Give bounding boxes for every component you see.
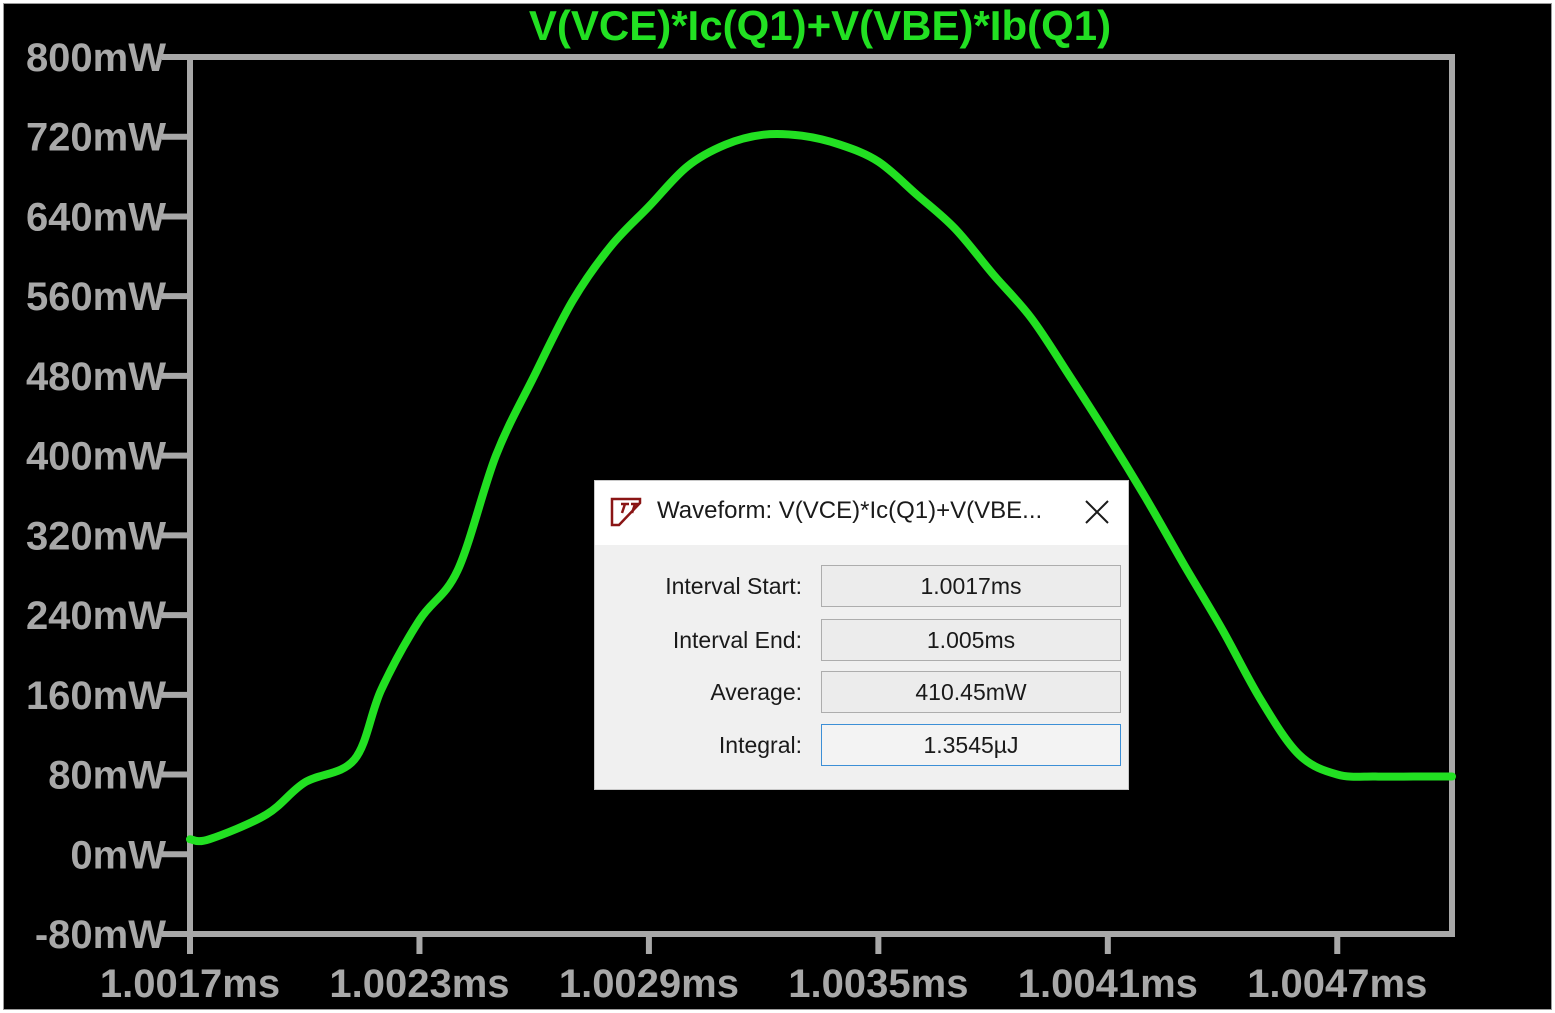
trace-title[interactable]: V(VCE)*Ic(Q1)+V(VBE)*Ib(Q1) (529, 2, 1111, 49)
x-tick-label: 1.0023ms (329, 962, 509, 1006)
x-tick-label: 1.0017ms (100, 962, 280, 1006)
trace-line[interactable] (186, 129, 1456, 846)
y-tick-label: 480mW (26, 355, 166, 399)
average-row: Average: 410.45mW (595, 671, 1128, 713)
y-tick-label: 0mW (70, 833, 166, 877)
plot-area-border (187, 54, 1455, 937)
y-tick-label: 80mW (48, 754, 166, 798)
integral-row: Integral: 1.3545µJ (595, 724, 1128, 766)
y-tick-label: 640mW (26, 195, 166, 239)
average-field[interactable]: 410.45mW (821, 671, 1121, 713)
interval-start-field[interactable]: 1.0017ms (821, 565, 1121, 607)
y-tick-label: 720mW (26, 116, 166, 160)
dialog-titlebar[interactable]: Waveform: V(VCE)*Ic(Q1)+V(VBE... (595, 481, 1128, 545)
dialog-title: Waveform: V(VCE)*Ic(Q1)+V(VBE... (657, 497, 1043, 524)
x-tick-label: 1.0041ms (1018, 962, 1198, 1006)
interval-end-row: Interval End: 1.005ms (595, 619, 1128, 661)
y-tick-label: 160mW (26, 674, 166, 718)
integral-label: Integral: (718, 732, 802, 758)
waveform-dialog: Waveform: V(VCE)*Ic(Q1)+V(VBE... Interva… (594, 480, 1129, 790)
y-tick-label: 800mW (26, 36, 166, 80)
x-tick-label: 1.0035ms (788, 962, 968, 1006)
y-tick-label: 560mW (26, 275, 166, 319)
interval-start-label: Interval Start: (665, 573, 802, 599)
x-tick-label: 1.0029ms (559, 962, 739, 1006)
average-label: Average: (710, 679, 802, 705)
close-icon (1085, 500, 1109, 524)
integral-field[interactable]: 1.3545µJ (821, 724, 1121, 766)
y-tick-label: 240mW (26, 594, 166, 638)
ltspice-app-icon (610, 497, 642, 527)
y-axis: 800mW 720mW 640mW 560mW 480mW 400mW 320mW 240mW… (26, 36, 190, 957)
interval-end-label: Interval End: (672, 627, 802, 653)
y-tick-label: 320mW (26, 514, 166, 558)
close-button[interactable] (1074, 491, 1120, 533)
y-tick-label: -80mW (35, 913, 166, 957)
interval-start-row: Interval Start: 1.0017ms (595, 565, 1128, 607)
x-tick-label: 1.0047ms (1247, 962, 1427, 1006)
y-tick-label: 400mW (26, 435, 166, 479)
x-axis: 1.0017ms 1.0023ms 1.0029ms 1.0035ms 1.0041ms… (100, 934, 1427, 1006)
interval-end-field[interactable]: 1.005ms (821, 619, 1121, 661)
